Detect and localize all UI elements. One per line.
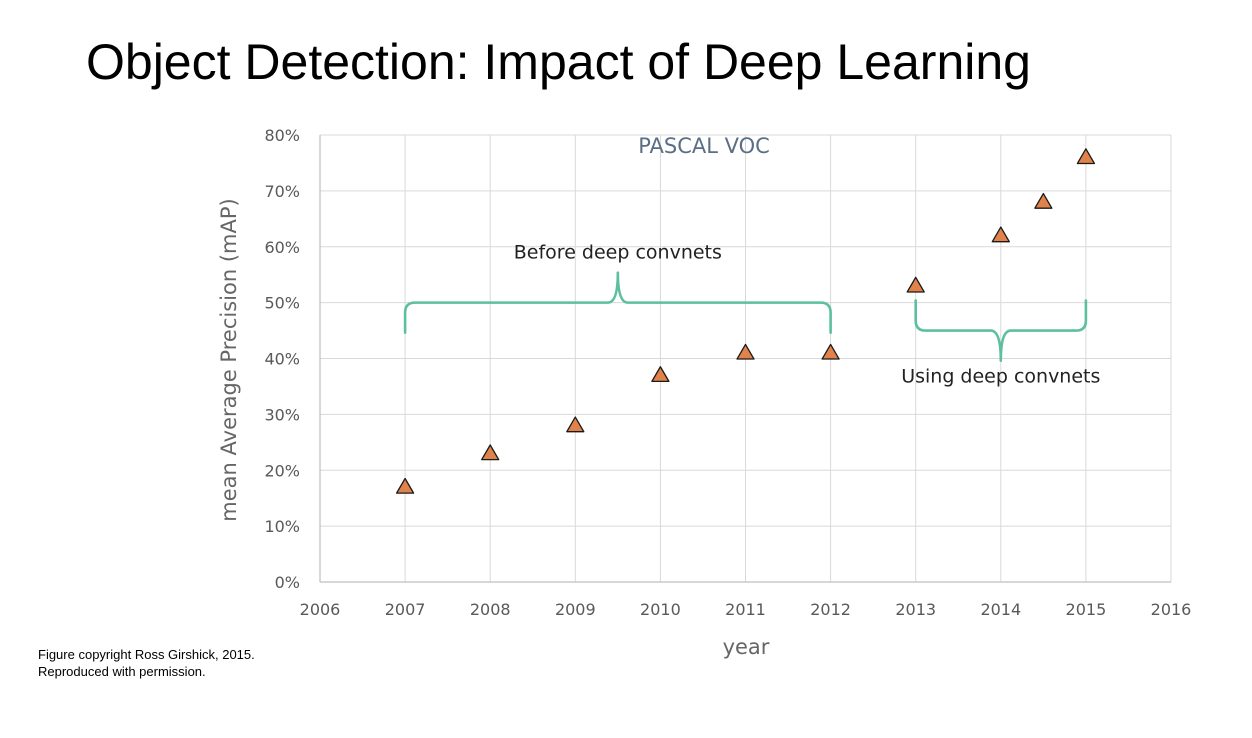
credit-line-1: Figure copyright Ross Girshick, 2015. xyxy=(38,647,255,662)
data-point-10 xyxy=(1076,148,1096,165)
data-point-2 xyxy=(481,444,500,461)
chart-title: PASCAL VOC xyxy=(638,134,770,158)
x-tick-label-2011: 2011 xyxy=(725,600,766,619)
x-tick-label-2006: 2006 xyxy=(300,600,341,619)
data-point-9 xyxy=(1034,192,1053,209)
x-axis-label: year xyxy=(723,635,770,659)
y-tick-label-20: 20% xyxy=(264,461,300,480)
annotation-brackets xyxy=(403,271,1088,362)
data-point-4 xyxy=(651,366,670,383)
annotation-using-deep-convnets: Using deep convnets xyxy=(901,366,1100,388)
axes xyxy=(319,135,1171,583)
y-tick-label-40: 40% xyxy=(264,350,300,369)
y-tick-label-10: 10% xyxy=(264,517,300,536)
data-points xyxy=(395,148,1096,494)
tick-labels: 2006 2007 2008 2009 2010 2011 2012 2013 2014 2015… xyxy=(264,126,1191,619)
y-tick-label-80: 80% xyxy=(264,126,300,145)
bracket-before-deep-convnets xyxy=(403,271,832,334)
bracket-using-deep-convnets xyxy=(914,299,1088,362)
slide-title: Object Detection: Impact of Deep Learnin… xyxy=(86,34,1031,90)
data-point-6 xyxy=(821,343,840,360)
x-tick-label-2016: 2016 xyxy=(1151,600,1192,619)
x-tick-label-2015: 2015 xyxy=(1066,600,1107,619)
credit-line-2: Reproduced with permission. xyxy=(38,664,206,679)
y-tick-label-60: 60% xyxy=(264,238,300,257)
x-tick-label-2008: 2008 xyxy=(470,600,511,619)
x-tick-label-2007: 2007 xyxy=(385,600,426,619)
annotation-before-deep-convnets: Before deep convnets xyxy=(514,242,722,264)
y-tick-label-70: 70% xyxy=(264,182,300,201)
x-tick-label-2010: 2010 xyxy=(640,600,681,619)
x-tick-label-2013: 2013 xyxy=(895,600,936,619)
y-tick-label-0: 0% xyxy=(275,573,300,592)
x-tick-label-2009: 2009 xyxy=(555,600,596,619)
data-point-1 xyxy=(395,477,415,494)
data-point-3 xyxy=(566,416,585,433)
y-axis-label: mean Average Precision (mAP) xyxy=(217,198,241,521)
y-tick-label-50: 50% xyxy=(264,294,300,313)
data-point-8 xyxy=(991,226,1010,243)
y-tick-label-30: 30% xyxy=(264,405,300,424)
figure-credit: Figure copyright Ross Girshick, 2015. Re… xyxy=(38,646,255,680)
x-tick-label-2012: 2012 xyxy=(810,600,851,619)
data-point-5 xyxy=(736,343,755,360)
x-tick-label-2014: 2014 xyxy=(980,600,1021,619)
data-point-7 xyxy=(906,276,925,293)
